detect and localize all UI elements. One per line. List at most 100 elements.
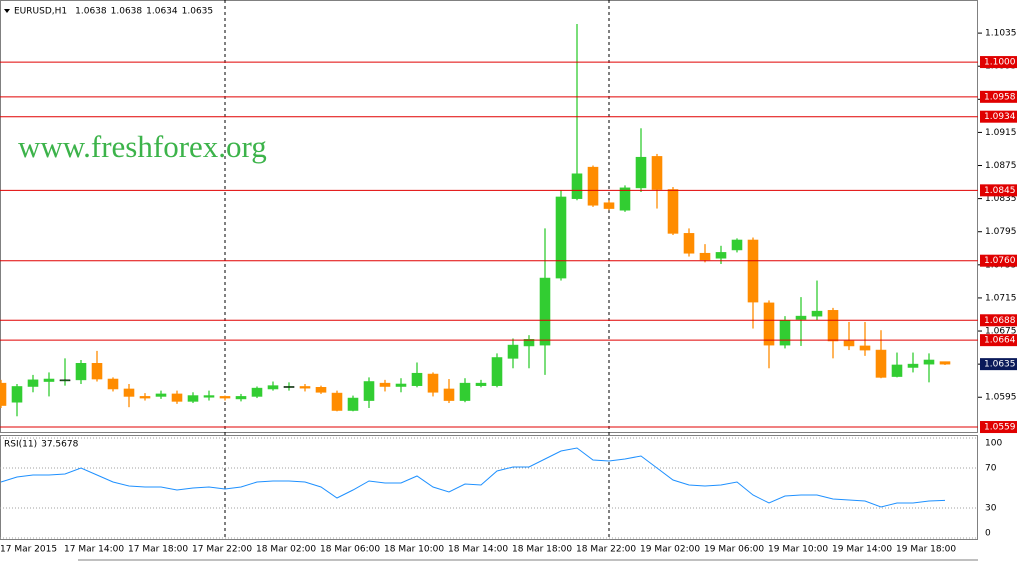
candle-body	[139, 396, 151, 399]
x-tick-label: 19 Mar 10:00	[768, 545, 828, 555]
candle-body	[683, 233, 695, 254]
candle-body	[11, 386, 23, 403]
candle-body	[795, 315, 807, 320]
candle-body	[251, 387, 263, 397]
level-tag	[980, 56, 1017, 69]
x-tick-label: 17 Mar 18:00	[128, 545, 188, 555]
x-tick-label: 19 Mar 18:00	[896, 545, 956, 555]
header-value: 1.0634	[146, 7, 178, 17]
candle-body	[651, 156, 663, 190]
rsi-tick-label: 70	[985, 464, 997, 474]
candle-body	[395, 383, 407, 387]
rsi-tick-label: 100	[985, 439, 1002, 449]
x-tick-label: 17 Mar 14:00	[64, 545, 124, 555]
y-tick-label: 1.0795	[985, 227, 1017, 237]
candle-body	[875, 349, 887, 378]
candle-body	[523, 339, 535, 347]
header-value: 1.0635	[182, 7, 214, 17]
candle-body	[731, 239, 743, 251]
x-tick-label: 17 Mar 2015	[0, 545, 57, 555]
candle-body	[91, 363, 103, 380]
candle-body	[907, 363, 919, 368]
menu-icon	[4, 9, 10, 13]
header-value: 1.0638	[75, 7, 107, 17]
candle-body	[0, 382, 7, 406]
level-label: 1.0559	[984, 423, 1016, 433]
watermark: www.freshforex.org	[18, 129, 267, 164]
level-tag	[980, 334, 1017, 347]
candle-body	[507, 344, 519, 359]
candle-body	[827, 310, 839, 342]
header-value: 1.0638	[111, 7, 143, 17]
candle-body	[379, 382, 391, 387]
candle-body	[43, 378, 55, 382]
x-tick-label: 19 Mar 14:00	[832, 545, 892, 555]
x-tick-label: 18 Mar 02:00	[256, 545, 316, 555]
candle-body	[923, 359, 935, 365]
candle-body	[763, 302, 775, 346]
candle-body	[411, 372, 423, 386]
candle-body	[427, 373, 439, 393]
rsi-value: 37.5678	[41, 440, 78, 450]
candle-body	[747, 239, 759, 303]
candle-body	[555, 196, 567, 279]
y-tick-label: 1.0915	[985, 128, 1017, 138]
candle-body	[891, 364, 903, 377]
level-label: 1.0760	[984, 256, 1016, 266]
level-label: 1.0688	[984, 316, 1016, 326]
y-tick-label: 1.0595	[985, 393, 1017, 403]
candle-body	[267, 385, 279, 390]
x-tick-label: 17 Mar 22:00	[192, 545, 252, 555]
candle-body	[171, 393, 183, 402]
candle-body	[363, 381, 375, 401]
y-tick-label: 1.0675	[985, 327, 1017, 337]
level-tag	[980, 421, 1017, 434]
candle-body	[475, 382, 487, 386]
x-tick-label: 18 Mar 14:00	[448, 545, 508, 555]
rsi-tick-label: 30	[985, 504, 997, 514]
candle-body	[843, 340, 855, 347]
candle-body	[715, 252, 727, 259]
y-tick-label: 1.0715	[985, 293, 1017, 303]
candle-body	[603, 202, 615, 209]
level-tag	[980, 184, 1017, 197]
x-tick-label: 18 Mar 18:00	[512, 545, 572, 555]
candle-body	[299, 386, 311, 389]
candle-body	[107, 378, 119, 390]
candle-body	[635, 156, 647, 189]
x-tick-label: 18 Mar 06:00	[320, 545, 380, 555]
candle-body	[203, 395, 215, 398]
candle-body	[123, 388, 135, 397]
rsi-line	[0, 447, 946, 508]
candle-body	[539, 277, 551, 346]
level-label: 1.0958	[984, 92, 1016, 102]
candle-body	[347, 397, 359, 411]
x-tick-label: 18 Mar 22:00	[576, 545, 636, 555]
candle-body	[939, 361, 951, 365]
candle-body	[459, 382, 471, 401]
level-tag	[980, 90, 1017, 103]
candle-body	[667, 189, 679, 234]
candle-body	[491, 357, 503, 386]
candle-body	[779, 319, 791, 346]
price-panel	[0, 0, 978, 433]
candle-body	[27, 379, 39, 387]
level-label: 1.0664	[984, 336, 1016, 346]
x-tick-label: 18 Mar 10:00	[384, 545, 444, 555]
candle-body	[235, 396, 247, 400]
candle-body	[75, 363, 87, 381]
level-label: 1.0934	[984, 112, 1016, 122]
candle-body	[59, 379, 71, 382]
price-tag-label: 1.0635	[984, 360, 1016, 370]
y-tick-label: 1.0875	[985, 161, 1017, 171]
x-tick-label: 19 Mar 02:00	[640, 545, 700, 555]
candle-body	[571, 173, 583, 199]
chart-title: EURUSD,H1	[14, 7, 67, 17]
candle-body	[699, 252, 711, 261]
candle-body	[315, 387, 327, 393]
candle-body	[219, 396, 231, 399]
candle-body	[619, 187, 631, 211]
y-tick-label: 1.0835	[985, 194, 1017, 204]
rsi-label: RSI(11)	[4, 440, 37, 450]
candle-body	[443, 388, 455, 401]
